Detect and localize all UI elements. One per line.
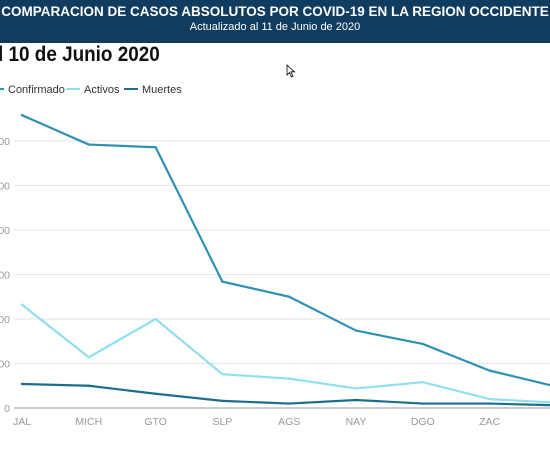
legend-label-muertes: Muertes	[142, 84, 182, 96]
data-point-confirmado	[488, 369, 491, 372]
data-point-confirmado	[20, 113, 24, 117]
data-point-confirmado	[354, 329, 358, 332]
y-tick-label: 0	[4, 403, 10, 415]
data-point-activos	[288, 377, 291, 380]
x-tick-label: JAL	[13, 416, 31, 428]
data-point-activos	[354, 387, 358, 390]
header-title: COMPARACION DE CASOS ABSOLUTOS POR COVID…	[1, 4, 549, 19]
x-tick-label: GTO	[144, 416, 167, 428]
data-point-muertes	[354, 398, 358, 402]
data-point-activos	[421, 380, 424, 384]
x-tick-label: MICH	[75, 416, 102, 428]
legend-label-activos: Activos	[84, 84, 120, 96]
data-point-muertes	[20, 382, 24, 386]
data-point-muertes	[154, 392, 157, 395]
x-tick-label: AGS	[278, 416, 300, 428]
data-point-activos	[488, 397, 491, 401]
data-point-activos	[20, 303, 24, 306]
x-tick-label: DGO	[411, 416, 435, 428]
header-banner: COMPARACION DE CASOS ABSOLUTOS POR COVID…	[0, 0, 550, 43]
legend-swatch-activos	[66, 88, 80, 91]
chart-title: l 10 de Junio 2020	[0, 43, 160, 66]
y-tick-label: 00	[0, 225, 10, 237]
legend-item-muertes: Muertes	[124, 84, 182, 96]
arrow-cursor-icon	[286, 64, 296, 78]
data-point-activos	[221, 372, 224, 376]
data-point-muertes	[421, 402, 424, 405]
legend-item-confirmado: Confirmado	[0, 84, 65, 96]
y-tick-label: 00	[0, 181, 10, 193]
legend-swatch-confirmado	[0, 88, 4, 91]
data-point-confirmado	[221, 280, 224, 283]
x-tick-label: NAY	[346, 416, 367, 428]
data-point-confirmado	[421, 342, 424, 346]
y-tick-label: 00	[0, 359, 10, 371]
x-tick-label: ZAC	[479, 416, 500, 428]
legend-item-activos: Activos	[66, 84, 119, 96]
data-point-muertes	[221, 399, 224, 403]
x-tick-label: SLP	[212, 416, 232, 428]
y-tick-label: 00	[0, 270, 10, 282]
legend-swatch-muertes	[124, 88, 138, 91]
y-tick-label: 00	[0, 314, 10, 326]
data-point-muertes	[288, 402, 291, 405]
series-line-confirmado	[21, 114, 550, 387]
data-point-activos	[87, 356, 91, 359]
data-point-activos	[154, 317, 157, 321]
data-point-muertes	[488, 402, 491, 405]
data-point-confirmado	[154, 146, 157, 149]
legend-label-confirmado: Confirmado	[8, 84, 65, 96]
data-point-confirmado	[87, 143, 91, 146]
data-point-muertes	[87, 384, 91, 387]
header-subtitle: Actualizado al 11 de Junio de 2020	[189, 21, 361, 33]
y-tick-label: 00	[0, 136, 10, 148]
data-point-confirmado	[288, 295, 291, 298]
